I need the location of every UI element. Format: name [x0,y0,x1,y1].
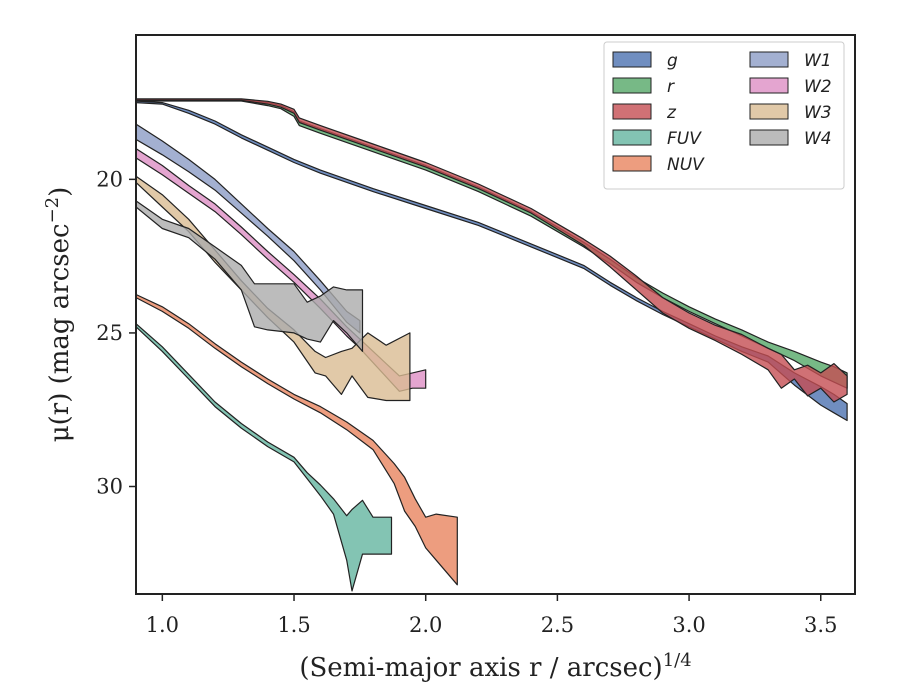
x-axis-label: (Semi-major axis r / arcsec)1/4 [299,650,691,683]
legend-swatch-r [612,77,652,94]
legend-label-w4: W4 [804,129,832,149]
legend-label-z: z [666,103,677,123]
y-tick-label: 20 [96,167,123,191]
legend-swatch-w4 [749,129,789,146]
legend-swatch-w3 [749,103,789,120]
x-tick-label: 3.5 [804,613,837,637]
legend-label-w2: W2 [804,77,832,97]
x-axis-ticks: 1.0 1.5 2.0 2.5 3.0 3.5 [146,594,837,637]
legend-swatch-g [612,51,652,68]
x-tick-label: 3.0 [672,613,705,637]
legend-label-nuv: NUV [667,155,705,175]
legend-label-r: r [667,77,675,97]
legend-swatch-z [612,103,652,120]
y-tick-label: 30 [96,475,123,499]
legend-swatch-w1 [749,51,789,68]
plot-frame [135,34,856,595]
x-tick-label: 1.5 [277,613,310,637]
band-fuv [136,323,393,592]
legend-swatch-fuv [612,129,652,146]
x-tick-label: 2.0 [409,613,442,637]
y-axis-label: μ(r) (mag arcsec−2) [42,187,75,443]
band-nuv [136,293,458,586]
x-tick-label: 1.0 [146,613,179,637]
band-g [136,100,848,422]
legend-swatch-nuv [612,155,652,172]
legend: grz FUV NUV W1 W2 W3 W4 [603,41,845,190]
legend-label-fuv: FUV [667,129,702,149]
band-w2 [136,148,427,392]
y-tick-label: 25 [96,321,123,345]
x-tick-label: 2.5 [541,613,574,637]
legend-label-w3: W3 [804,103,832,123]
legend-label-w1: W1 [804,51,832,71]
band-z [136,98,848,403]
legend-label-g: g [667,51,678,71]
legend-swatch-w2 [749,77,789,94]
series-bands [136,98,848,592]
band-w4 [136,200,364,352]
y-axis-ticks: 20 25 30 [96,167,136,499]
